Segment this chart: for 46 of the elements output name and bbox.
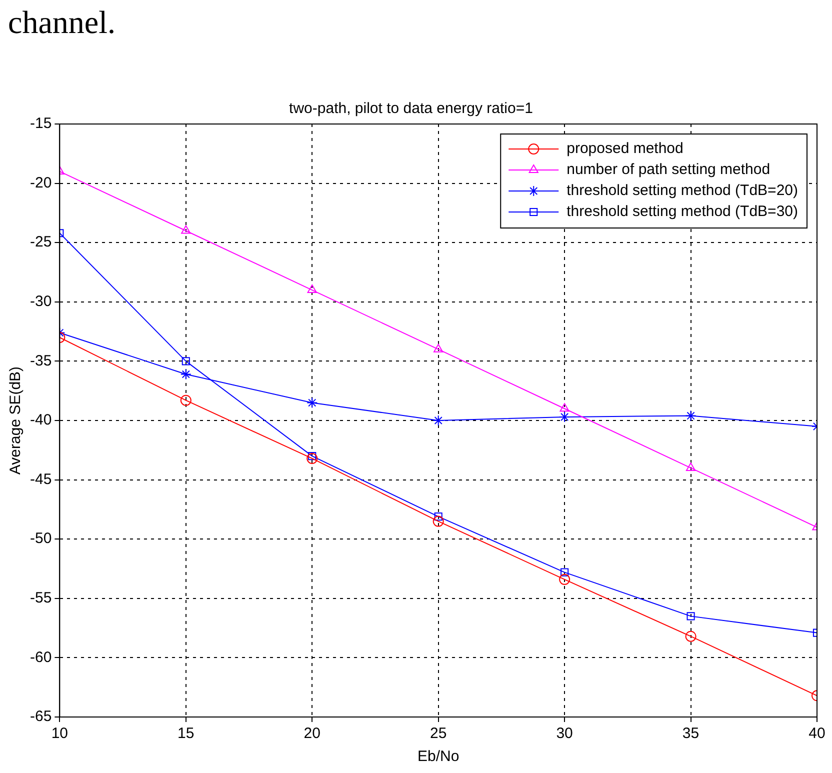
y-tick-label: -40 [30,412,52,429]
y-tick-label: -60 [30,648,52,666]
y-tick-label: -35 [30,352,52,370]
y-tick-label: -45 [30,470,52,488]
y-tick-label: -20 [30,174,52,192]
point [308,452,316,460]
point [432,415,444,426]
point [559,574,570,585]
x-tick-label: 20 [304,725,320,742]
legend-label: number of path setting method [566,161,770,178]
legend-label: proposed method [566,140,684,158]
y-tick-label: -15 [30,115,52,132]
x-tick-label: 10 [51,725,68,742]
text: channel. [8,4,116,41]
point [560,403,570,412]
x-tick-label: 30 [556,725,573,742]
point [434,344,444,352]
point [686,462,696,471]
point [685,630,696,642]
point [307,284,317,294]
point [306,397,318,408]
y-tick-label: -30 [30,293,52,310]
point [686,612,695,620]
point [685,410,696,422]
point [182,357,190,366]
legend-label: threshold setting method (TdB=30) [566,203,798,220]
x-tick-label: 40 [808,725,826,742]
x-tick-label: 35 [682,725,700,742]
y-tick-label: -25 [30,234,52,251]
y-tick-label: -65 [30,708,52,726]
y-axis-title: Average SE(dB) [7,366,24,475]
point [434,512,442,521]
legend-label: threshold setting method (TdB=20) [566,182,798,200]
point [180,368,192,380]
x-axis-title: Eb/No [417,748,460,766]
y-tick-label: -50 [30,530,52,548]
y-tick-label: -55 [30,590,52,607]
point [181,225,191,234]
point [560,568,569,576]
point [306,452,318,464]
point [180,394,192,406]
x-tick-label: 15 [178,725,194,742]
chart-title: two-path, pilot to data energy ratio=1 [289,100,533,118]
point [432,516,444,527]
point [559,411,570,422]
x-tick-label: 25 [430,725,447,742]
